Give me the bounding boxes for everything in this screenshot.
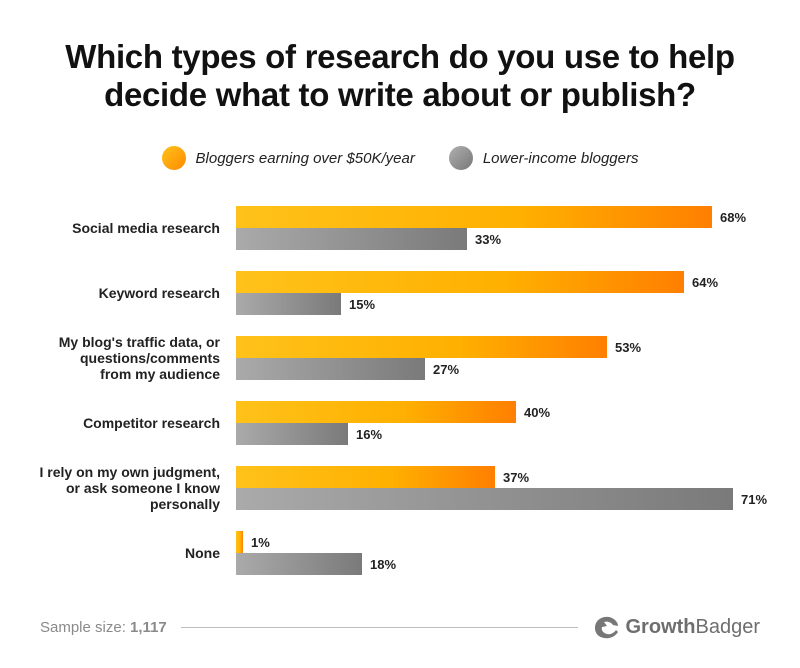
bar-lower-income	[236, 228, 467, 250]
category-label: My blog's traffic data, or	[59, 334, 221, 350]
sample-size-value: 1,117	[130, 618, 167, 636]
category-label: Keyword research	[99, 285, 220, 301]
footer-divider	[180, 626, 578, 628]
bar-high-income	[236, 206, 712, 228]
category-label: personally	[150, 496, 220, 512]
data-label: 71%	[741, 492, 767, 507]
legend-swatch-gray	[448, 146, 473, 170]
legend: Bloggers earning over $50K/year Lower-in…	[0, 146, 800, 170]
category-label: Social media research	[72, 220, 220, 236]
category-label: or ask someone I know	[66, 480, 220, 496]
data-label: 68%	[720, 210, 746, 225]
bar-high-income	[236, 401, 516, 423]
category-label: questions/comments	[80, 350, 220, 366]
category-label: None	[185, 545, 220, 561]
footer: Sample size: 1,117 GrowthBadger	[40, 612, 760, 642]
data-label: 37%	[503, 470, 529, 485]
bar-high-income	[236, 466, 495, 488]
bar-high-income	[236, 271, 684, 293]
bar-chart: Social media research 68% 33% Keyword resea…	[40, 206, 767, 575]
data-label: 16%	[356, 427, 382, 442]
bar-high-income	[236, 336, 607, 358]
brand-name: GrowthBadger	[625, 615, 761, 638]
data-label: 40%	[524, 405, 550, 420]
data-label: 33%	[475, 232, 501, 247]
legend-item-lower-income: Lower-income bloggers	[448, 146, 639, 170]
bar-high-income	[236, 531, 243, 553]
category-label: I rely on my own judgment,	[40, 464, 220, 480]
data-label: 1%	[251, 535, 270, 550]
data-label: 15%	[349, 297, 375, 312]
chart-title: Which types of research do you use to he…	[0, 38, 800, 114]
badger-logo-icon	[594, 616, 618, 639]
legend-swatch-orange	[161, 146, 186, 170]
bar-lower-income	[236, 553, 362, 575]
category-label: from my audience	[100, 366, 220, 382]
data-label: 27%	[433, 362, 459, 377]
data-label: 53%	[615, 340, 641, 355]
chart-title-line-1: Which types of research do you use to he…	[65, 38, 735, 75]
category-label: Competitor research	[83, 415, 220, 431]
legend-label-high-income: Bloggers earning over $50K/year	[195, 149, 415, 167]
bar-lower-income	[236, 358, 425, 380]
bar-lower-income	[236, 423, 348, 445]
legend-item-high-income: Bloggers earning over $50K/year	[161, 146, 415, 170]
sample-size-label: Sample size:	[40, 618, 126, 636]
bar-lower-income	[236, 488, 733, 510]
bar-lower-income	[236, 293, 341, 315]
brand-logo: GrowthBadger	[592, 614, 761, 640]
data-label: 64%	[692, 275, 718, 290]
chart-title-line-2: decide what to write about or publish?	[104, 76, 696, 113]
sample-size: Sample size: 1,117	[40, 619, 167, 636]
legend-label-lower-income: Lower-income bloggers	[482, 149, 639, 167]
data-label: 18%	[370, 557, 396, 572]
